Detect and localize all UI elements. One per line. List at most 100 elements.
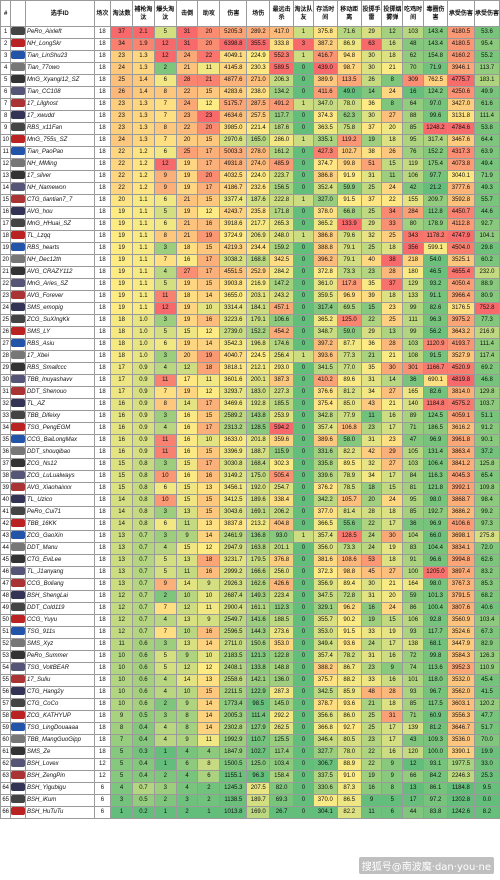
stat-cell: 18 <box>93 50 112 63</box>
column-header: 场次 <box>93 0 112 27</box>
stat-cell: 175.0 <box>246 470 271 483</box>
stat-cell: 16 <box>110 434 133 447</box>
player-id-cell: MnG_Xyangi12_SZ <box>24 74 95 87</box>
stat-cell: 22 <box>175 86 199 99</box>
stat-cell: 505.4 <box>269 470 295 483</box>
stat-cell: 1013.8 <box>219 806 248 819</box>
stat-cell: 8 <box>197 758 221 771</box>
team-logo-icon <box>11 735 25 744</box>
team-logo-icon <box>11 495 25 504</box>
team-logo-cell <box>10 410 26 423</box>
stat-cell: 18 <box>175 242 199 255</box>
stat-cell: 78.0 <box>336 98 362 111</box>
stat-cell: 13 <box>197 674 221 687</box>
stat-cell: 59.0 <box>336 326 362 339</box>
stat-cell: 62 <box>402 50 424 63</box>
stat-cell: 21 <box>381 62 404 75</box>
stat-cell: 15 <box>381 158 404 171</box>
stat-cell: 0 <box>293 566 314 579</box>
stat-cell: 5 <box>153 206 177 219</box>
stat-cell: 1773.4 <box>219 698 248 711</box>
stat-cell: 343 <box>402 230 424 243</box>
stat-cell: 4160.2 <box>446 50 475 63</box>
stat-cell: 0 <box>293 506 314 519</box>
stat-cell: 0.7 <box>132 782 155 795</box>
stat-cell: 18 <box>93 374 112 387</box>
stat-cell: 96.9 <box>336 290 362 303</box>
stat-cell: 2558.6 <box>219 674 248 687</box>
stat-cell: 89.5 <box>336 458 362 471</box>
table-row: 57 CTG_CoCo 18 10 0.6 2 9 14 1773.4 98.5 145.0 0 378… <box>0 698 500 711</box>
stat-cell: 131.4 <box>423 446 448 459</box>
stat-cell: 23 <box>110 98 133 111</box>
stat-cell: 25.3 <box>473 770 500 783</box>
watermark: 搜狐号@南波魔·dan·you·ne <box>358 857 494 874</box>
stat-cell: 3 <box>153 782 177 795</box>
stat-cell: 15 <box>197 134 221 147</box>
player-id-cell: 17_Xbei <box>24 350 95 363</box>
stat-cell: 4 <box>175 746 199 759</box>
stat-cell: 3396.9 <box>219 446 248 459</box>
stat-cell: 128.5 <box>246 422 271 435</box>
stat-cell: 254.7 <box>269 482 295 495</box>
stat-cell: 12 <box>153 158 177 171</box>
stat-cell: 26 <box>360 74 383 87</box>
stat-cell: 128.5 <box>336 530 362 543</box>
stat-cell: 232.0 <box>473 266 500 279</box>
stat-cell: 16 <box>360 782 383 795</box>
stat-cell: 1.1 <box>132 242 155 255</box>
stat-cell: 6 <box>153 338 177 351</box>
column-header: 承受伤害 <box>473 0 500 27</box>
stat-cell: 28 <box>381 686 404 699</box>
stat-cell: 101 <box>402 674 424 687</box>
stat-cell: 115.9 <box>269 446 295 459</box>
stat-cell: 92.7 <box>473 218 500 231</box>
table-row: 4 Tian_77owo 18 24 1.3 2 21 11 4145.8 230.3 589.5 0… <box>0 62 500 75</box>
player-id-cell: SMS_Ze <box>24 746 95 759</box>
stat-cell: 0.9 <box>132 434 155 447</box>
table-row: 55 17_Suliu 18 10 0.6 4 14 13 2558.6 142.1 136.0 0 3… <box>0 674 500 687</box>
stat-cell: 186.5 <box>423 422 448 435</box>
stat-cell: 377.0 <box>312 506 338 519</box>
team-logo-icon <box>11 267 25 276</box>
stat-cell: 752.8 <box>473 302 500 315</box>
table-row: 20 NH_Dec12th 18 19 1.1 7 16 17 3038.2 168.8 342.5… <box>0 254 500 267</box>
stat-cell: 1.4 <box>132 86 155 99</box>
stat-cell: 48 <box>360 686 383 699</box>
rank-cell: 13 <box>0 170 12 183</box>
stat-cell: 0 <box>293 650 314 663</box>
stat-cell: 88 <box>402 110 424 123</box>
table-row: 35 CCG_BaiLongMax 18 16 0.9 11 16 10 3633.0 201.8… <box>0 434 500 447</box>
stat-cell: 224.5 <box>246 350 271 363</box>
team-logo-icon <box>11 39 25 48</box>
stat-cell: 411.6 <box>312 86 338 99</box>
column-header: 毒圈伤害 <box>423 0 448 27</box>
stat-cell: 410.2 <box>312 374 338 387</box>
player-id-cell: BSH_Yigubigu <box>24 782 95 795</box>
stat-cell: 457.1 <box>269 302 295 315</box>
stat-cell: 216.9 <box>246 278 271 291</box>
stat-cell: 0.9 <box>132 410 155 423</box>
stat-cell: 23 <box>110 50 133 63</box>
stat-cell: 1.3 <box>132 50 155 63</box>
team-logo-icon <box>11 711 25 720</box>
stat-cell: 1.2 <box>132 170 155 183</box>
stat-cell: 72.0 <box>473 542 500 555</box>
stat-cell: 91.5 <box>423 350 448 363</box>
stat-cell: 3952.3 <box>446 662 475 675</box>
stat-cell: 30 <box>360 50 383 63</box>
stat-cell: 11 <box>153 434 177 447</box>
player-id-cell: RBS_Asiu <box>24 338 95 351</box>
table-row: 52 SMS_Xyz 18 11 0.6 3 13 14 2711.0 150.6 353.0 0 34… <box>0 638 500 651</box>
stat-cell: 19 <box>110 218 133 231</box>
stat-cell: 33.0 <box>473 758 500 771</box>
stat-cell: 3698.1 <box>446 530 475 543</box>
stat-cell: 31 <box>360 374 383 387</box>
player-id-cell: NH_Dec12th <box>24 254 95 267</box>
stat-cell: 10 <box>110 698 133 711</box>
stat-cell: 78.9 <box>336 470 362 483</box>
stat-cell: 203.1 <box>246 290 271 303</box>
stat-cell: 109.8 <box>473 482 500 495</box>
table-row: 30 TBB_Inuyashavv 18 17 0.9 11 17 11 3601.6 200.1… <box>0 374 500 387</box>
stat-cell: 18 <box>93 110 112 123</box>
